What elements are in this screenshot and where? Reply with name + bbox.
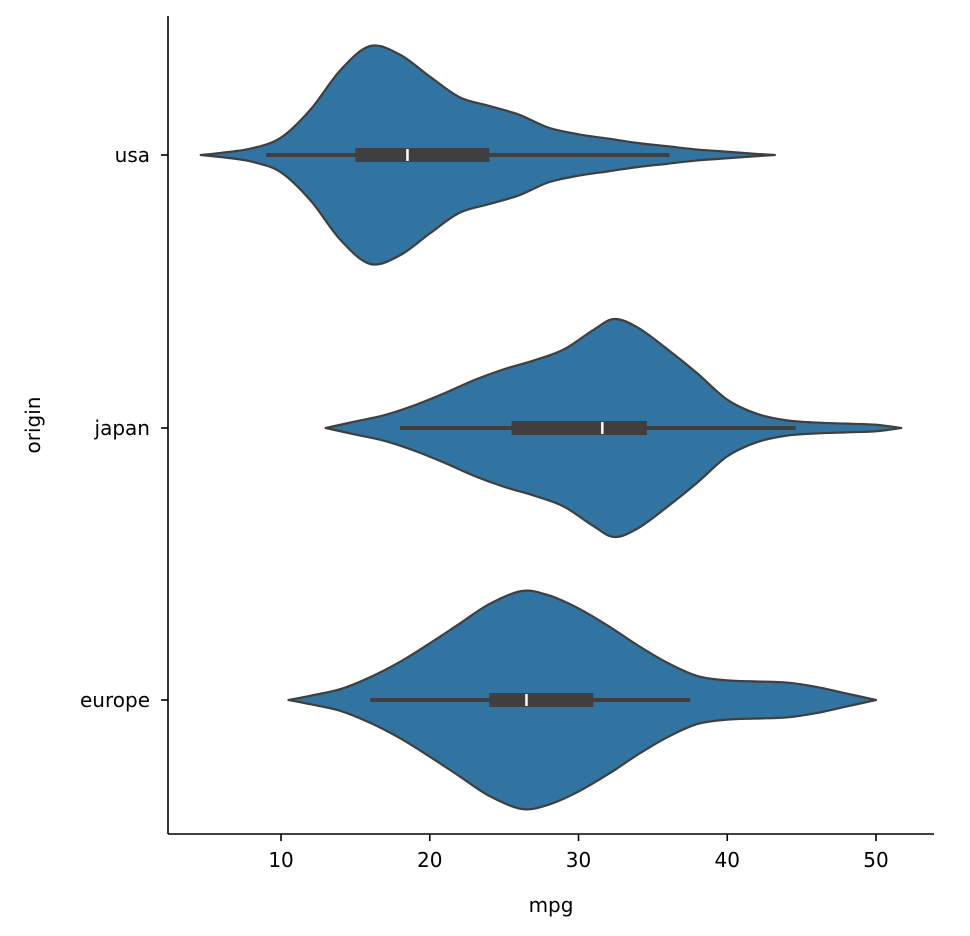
x-tick-label-30: 30 bbox=[566, 848, 591, 872]
iqr-box-japan bbox=[511, 421, 647, 435]
x-ticks: 10 20 30 40 50 bbox=[268, 834, 889, 872]
y-tick-label-japan: japan bbox=[94, 416, 150, 440]
violin-japan bbox=[324, 317, 903, 539]
x-tick-label-10: 10 bbox=[268, 848, 293, 872]
x-axis-title: mpg bbox=[529, 893, 574, 917]
axes-layer bbox=[167, 16, 934, 835]
y-ticks: usa japan europe bbox=[80, 143, 168, 712]
x-tick-label-50: 50 bbox=[863, 848, 888, 872]
violin-europe bbox=[287, 589, 878, 811]
violins-layer bbox=[199, 44, 903, 811]
x-tick-label-20: 20 bbox=[417, 848, 442, 872]
x-tick-label-40: 40 bbox=[715, 848, 740, 872]
y-tick-label-europe: europe bbox=[80, 688, 150, 712]
y-axis-title: origin bbox=[21, 397, 45, 454]
iqr-box-usa bbox=[355, 148, 490, 162]
violin-usa bbox=[199, 44, 776, 266]
iqr-box-europe bbox=[489, 693, 594, 707]
y-tick-label-usa: usa bbox=[115, 143, 150, 167]
